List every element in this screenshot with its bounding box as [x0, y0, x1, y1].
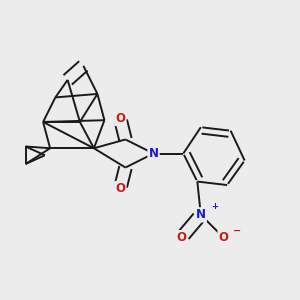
Text: O: O — [115, 182, 125, 195]
Text: O: O — [115, 112, 125, 125]
Text: N: N — [196, 208, 206, 221]
Text: N: N — [148, 147, 158, 160]
Text: −: − — [233, 226, 242, 236]
Text: O: O — [219, 231, 229, 244]
Text: O: O — [176, 231, 187, 244]
Text: +: + — [211, 202, 218, 211]
